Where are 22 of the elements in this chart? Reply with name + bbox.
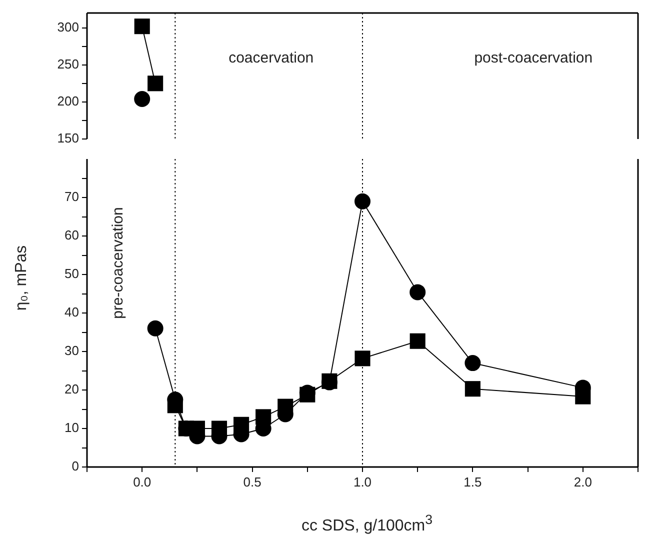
y-tick-label: 300 — [57, 19, 79, 34]
x-tick-label: 1.5 — [464, 474, 482, 490]
y-axis-title: η₀, mPas — [13, 244, 31, 310]
x-axis-title: cc SDS, g/100cm$^{3}$ — [301, 512, 433, 536]
y-tick-label: 200 — [57, 94, 79, 109]
y-tick-label: 20 — [64, 382, 79, 397]
y-tick-label: 50 — [64, 266, 79, 282]
y-tick-label: 10 — [64, 420, 79, 436]
y-tick-label: 40 — [64, 304, 79, 320]
y-tick-label: 60 — [64, 228, 79, 243]
x-tick-label: 1.0 — [353, 474, 372, 490]
x-tick-label: 2.0 — [574, 474, 592, 490]
annotation: pre-coacervation — [109, 208, 126, 320]
y-tick-label: 70 — [64, 189, 79, 204]
x-tick-label: 0.5 — [243, 474, 262, 490]
annotation: coacervation — [228, 50, 314, 67]
x-tick-label: 0.0 — [133, 474, 152, 490]
y-tick-label: 30 — [64, 343, 79, 358]
y-tick-label: 150 — [57, 130, 79, 146]
annotation: post-coacervation — [474, 50, 593, 67]
y-tick-label: 250 — [57, 56, 79, 72]
y-tick-label: 0 — [72, 458, 79, 474]
